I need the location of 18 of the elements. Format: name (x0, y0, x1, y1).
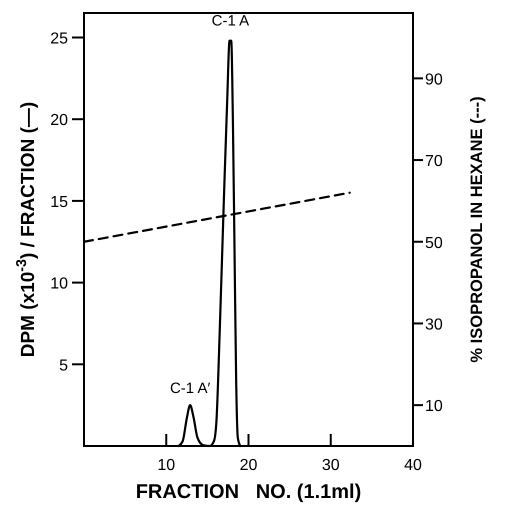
annotation: C-1 A (212, 12, 250, 30)
x-tick-label: 10 (157, 457, 176, 474)
y-tick-label: 25 (50, 30, 68, 48)
y-tick-label: 10 (50, 276, 68, 293)
y2-axis-title: % ISOPROPANOL IN HEXANE (---) (468, 96, 486, 363)
x-tick-label: 40 (404, 457, 422, 474)
y-tick-label: 15 (50, 194, 68, 211)
x-tick-label: 20 (240, 457, 258, 474)
x-axis-title: FRACTION NO. (1.1ml) (136, 481, 362, 503)
x-tick-label: 30 (322, 457, 340, 474)
y2-tick-label: 70 (425, 153, 443, 170)
y2-tick-label: 90 (425, 71, 443, 88)
y2-tick-label: 10 (425, 398, 443, 416)
y-tick-label: 5 (59, 357, 68, 374)
annotation: C-1 A′ (170, 380, 210, 398)
y2-tick-label: 30 (425, 316, 443, 334)
y-tick-label: 20 (50, 112, 68, 130)
y2-tick-label: 50 (425, 234, 443, 252)
